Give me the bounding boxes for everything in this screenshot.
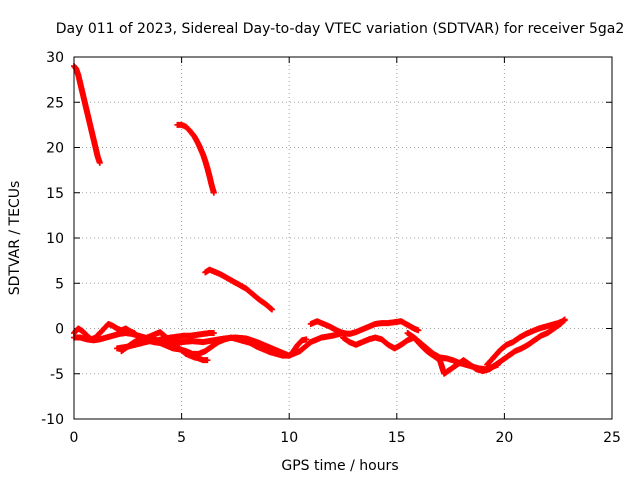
y-tick-label: 20 <box>46 141 64 157</box>
series-marker-band <box>308 318 421 337</box>
y-tick-label: -5 <box>50 367 64 383</box>
series-marker-band <box>203 267 275 312</box>
plot-frame <box>73 56 613 420</box>
series-arc-3 <box>202 266 275 313</box>
series-marker-band <box>115 330 345 359</box>
chart-title: Day 011 of 2023, Sidereal Day-to-day VTE… <box>56 21 625 37</box>
series-marker-band <box>484 317 567 367</box>
series-marker-band <box>175 121 217 195</box>
y-tick-label: 15 <box>46 186 64 202</box>
series-arc-2 <box>174 121 217 196</box>
axis-ticks: 0 5 10 15 20 25 -10 -5 0 5 10 15 20 25 30 <box>41 50 621 446</box>
y-tick-label: 5 <box>55 276 64 292</box>
plot-points <box>71 63 568 377</box>
x-axis-label: GPS time / hours <box>281 458 398 474</box>
y-tick-label: 10 <box>46 231 64 247</box>
y-axis-label: SDTVAR / TECUs <box>7 181 23 296</box>
x-tick-label: 20 <box>495 430 513 446</box>
grid-lines <box>74 57 612 419</box>
series-arc-1 <box>71 63 103 166</box>
series-marker-band <box>71 63 103 165</box>
series-arc-11 <box>484 317 568 368</box>
x-tick-label: 5 <box>177 430 186 446</box>
series-marker-band <box>405 317 567 377</box>
x-tick-label: 10 <box>280 430 298 446</box>
y-tick-label: 0 <box>55 322 64 338</box>
y-tick-label: 30 <box>46 50 64 66</box>
x-tick-label: 25 <box>603 430 621 446</box>
x-tick-label: 0 <box>70 430 79 446</box>
series-arc-8 <box>307 318 422 337</box>
y-tick-label: 25 <box>46 95 64 111</box>
x-tick-label: 15 <box>388 430 406 446</box>
y-tick-label: -10 <box>41 412 64 428</box>
